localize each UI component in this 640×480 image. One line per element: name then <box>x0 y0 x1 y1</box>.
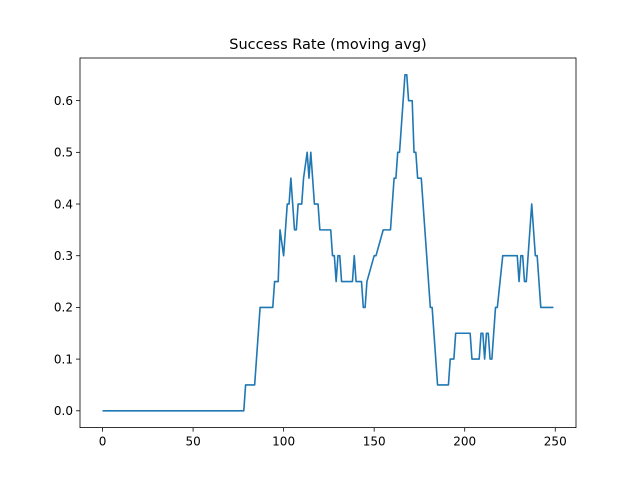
x-tick-label: 0 <box>99 435 107 449</box>
y-tick-label: 0.1 <box>54 352 73 366</box>
y-tick-label: 0.0 <box>54 404 73 418</box>
plot-frame <box>79 57 577 429</box>
y-tick-label: 0.5 <box>54 146 73 160</box>
x-tick-label: 250 <box>544 435 567 449</box>
series-line-0 <box>102 74 554 412</box>
y-tick-label: 0.4 <box>54 197 73 211</box>
chart-title: Success Rate (moving avg) <box>229 37 426 53</box>
x-tick-label: 150 <box>363 435 386 449</box>
series-line-layer <box>102 74 554 412</box>
x-tick-label: 100 <box>272 435 295 449</box>
plot-area <box>80 58 576 428</box>
x-tick-label: 200 <box>453 435 476 449</box>
y-tick-label: 0.6 <box>54 94 73 108</box>
y-axis: 0.0 0.1 0.2 0.3 0.4 0.5 0.6 <box>54 94 80 418</box>
y-tick-label: 0.3 <box>54 249 73 263</box>
x-axis: 0 50 100 150 200 250 <box>99 427 567 449</box>
y-tick-label: 0.2 <box>54 301 73 315</box>
x-tick-label: 50 <box>185 435 200 449</box>
